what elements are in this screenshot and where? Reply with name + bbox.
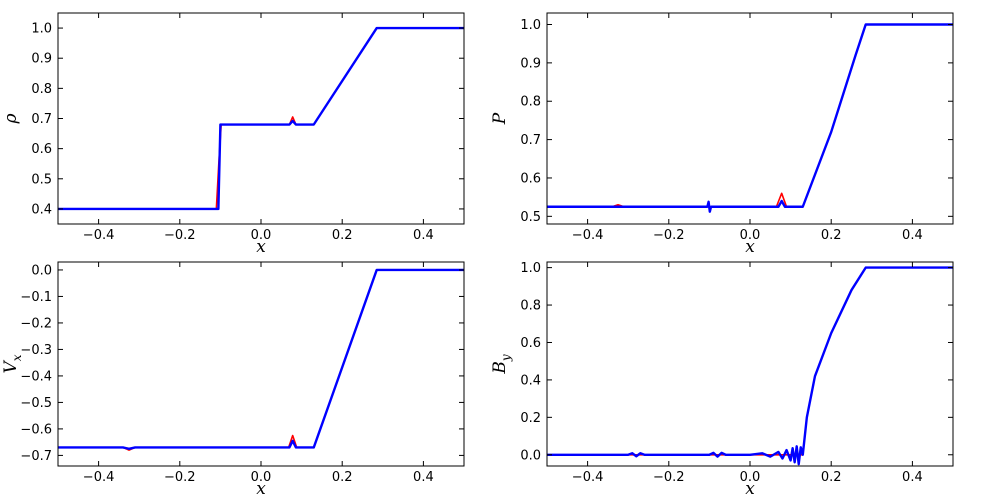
plot-frame <box>57 12 465 225</box>
y-tick-label: 0.7 <box>520 133 541 148</box>
red-series-line <box>58 27 464 210</box>
y-tick-label: −0.4 <box>20 369 52 384</box>
y-tick-label: −0.7 <box>20 449 52 464</box>
panel-bottom-right: −0.4 −0.2 0.0 0.2 0.4 0.0 0.2 0.4 0.6 0.8 1.0 x By <box>490 261 954 499</box>
panel-top-left: −0.4 −0.2 0.0 0.2 0.4 0.4 0.5 0.6 0.7 0.8 0.9 1.0 x ρ <box>1 12 465 257</box>
y-tick-label: −0.5 <box>20 396 52 411</box>
x-tick-label: 0.0 <box>251 470 272 485</box>
y-tick-label: −0.2 <box>20 316 52 331</box>
y-tick-label: 0.6 <box>520 336 541 351</box>
y-tick-label: 0.5 <box>31 172 52 187</box>
y-tick-label: 1.0 <box>31 22 52 37</box>
y-tick-label: 0.6 <box>520 171 541 186</box>
red-series-line <box>547 266 953 456</box>
y-tick-label: 0.0 <box>31 263 52 278</box>
blue-series-line <box>58 268 464 450</box>
blue-series-line <box>547 266 953 466</box>
x-tick-label: 0.0 <box>251 228 272 243</box>
y-tick-label: −0.3 <box>20 343 52 358</box>
x-tick-label: −0.2 <box>164 228 196 243</box>
x-tick-label: 0.2 <box>332 470 353 485</box>
plot-frame <box>57 261 465 467</box>
y-tick-label: 0.6 <box>31 142 52 157</box>
panel-top-right: −0.4 −0.2 0.0 0.2 0.4 0.5 0.6 0.7 0.8 0.9 1.0 x P <box>490 12 954 257</box>
x-tick-label: 0.4 <box>902 470 923 485</box>
y-tick-label: 0.8 <box>31 82 52 97</box>
x-tick-label: 0.2 <box>821 470 842 485</box>
y-tick-label: 0.4 <box>31 202 52 217</box>
y-tick-label: 0.8 <box>520 95 541 110</box>
x-tick-label: −0.4 <box>572 470 604 485</box>
x-axis-label: x <box>256 237 266 257</box>
red-series-line <box>547 23 953 208</box>
y-tick-label: 0.8 <box>520 299 541 314</box>
y-tick-label: −0.6 <box>20 422 52 437</box>
y-tick-label: −0.1 <box>20 290 52 305</box>
x-tick-label: 0.2 <box>332 228 353 243</box>
x-tick-label: −0.4 <box>83 470 115 485</box>
blue-series-line <box>58 26 464 211</box>
y-tick-label: 0.4 <box>520 373 541 388</box>
plot-frame <box>546 12 954 225</box>
panel-bottom-left: −0.4 −0.2 0.0 0.2 0.4 0.0 −0.1 −0.2 −0.3 −0.4 −0.5… <box>1 261 465 499</box>
x-tick-label: 0.4 <box>413 470 434 485</box>
x-tick-label: −0.2 <box>653 228 685 243</box>
y-tick-label: 0.2 <box>520 411 541 426</box>
y-axis-label: Vx <box>1 354 24 373</box>
red-series-line <box>58 269 464 451</box>
y-tick-label: 0.9 <box>520 56 541 71</box>
x-axis-label: x <box>256 479 266 499</box>
x-axis-label: x <box>745 479 755 499</box>
x-tick-label: 0.4 <box>902 228 923 243</box>
y-tick-label: 0.9 <box>31 52 52 67</box>
y-tick-label: 0.5 <box>520 210 541 225</box>
x-tick-label: −0.4 <box>572 228 604 243</box>
x-tick-label: −0.2 <box>653 470 685 485</box>
plot-frame <box>546 261 954 467</box>
x-tick-label: 0.4 <box>413 228 434 243</box>
y-axis-label: ρ <box>1 114 21 125</box>
x-tick-label: −0.2 <box>164 470 196 485</box>
y-tick-label: 0.0 <box>520 448 541 463</box>
y-axis-label: By <box>490 354 513 375</box>
x-tick-label: 0.0 <box>740 228 761 243</box>
x-axis-label: x <box>745 237 755 257</box>
y-tick-label: 1.0 <box>520 18 541 33</box>
blue-series-line <box>547 23 953 213</box>
y-axis-label: P <box>490 112 510 125</box>
x-tick-label: 0.2 <box>821 228 842 243</box>
x-tick-label: 0.0 <box>740 470 761 485</box>
y-tick-label: 0.7 <box>31 112 52 127</box>
y-tick-label: 1.0 <box>520 261 541 276</box>
x-tick-label: −0.4 <box>83 228 115 243</box>
